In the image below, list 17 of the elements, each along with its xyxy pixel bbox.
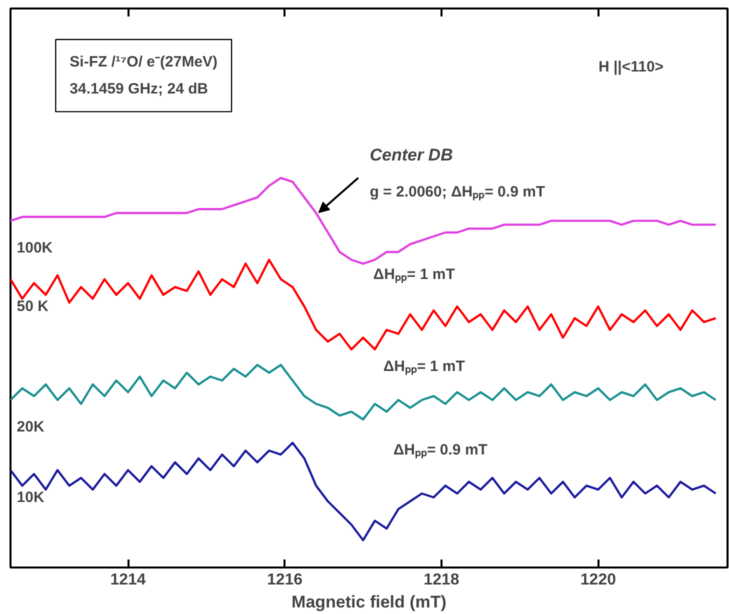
- x-axis-title: Magnetic field (mT): [292, 592, 446, 612]
- x-tick-label: 1220: [580, 572, 616, 588]
- annotation: g = 2.0060; ΔHₚₚ= 0.9 mT: [370, 183, 546, 200]
- series-label: 50 K: [16, 298, 49, 315]
- series-label: 10K: [16, 488, 44, 506]
- x-tick-label: 1214: [110, 572, 146, 588]
- annotation: ΔHₚₚ= 1 mT: [373, 266, 455, 284]
- text: Center DB: [370, 145, 453, 164]
- x-tick-label: 1216: [266, 572, 303, 588]
- series-label: 20K: [16, 418, 44, 436]
- series-label: 100K: [16, 239, 53, 256]
- text: H ||<110>: [598, 58, 664, 76]
- text: 34.1459 GHz; 24 dB: [70, 80, 208, 98]
- annotation: ΔHₚₚ= 0.9 mT: [393, 442, 488, 459]
- text: Si-FZ /¹⁷O/ e⁻(27MeV): [70, 53, 218, 70]
- annotation: ΔHₚₚ= 1 mT: [383, 358, 465, 375]
- x-tick-label: 1218: [424, 572, 460, 588]
